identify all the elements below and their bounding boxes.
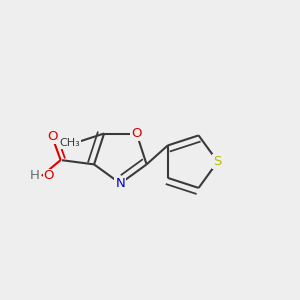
Text: H: H bbox=[29, 169, 39, 182]
Text: S: S bbox=[214, 155, 222, 168]
Text: N: N bbox=[116, 177, 125, 190]
Text: O: O bbox=[43, 169, 54, 182]
Text: O: O bbox=[47, 130, 57, 143]
Text: CH₃: CH₃ bbox=[59, 138, 80, 148]
Text: O: O bbox=[131, 127, 142, 140]
